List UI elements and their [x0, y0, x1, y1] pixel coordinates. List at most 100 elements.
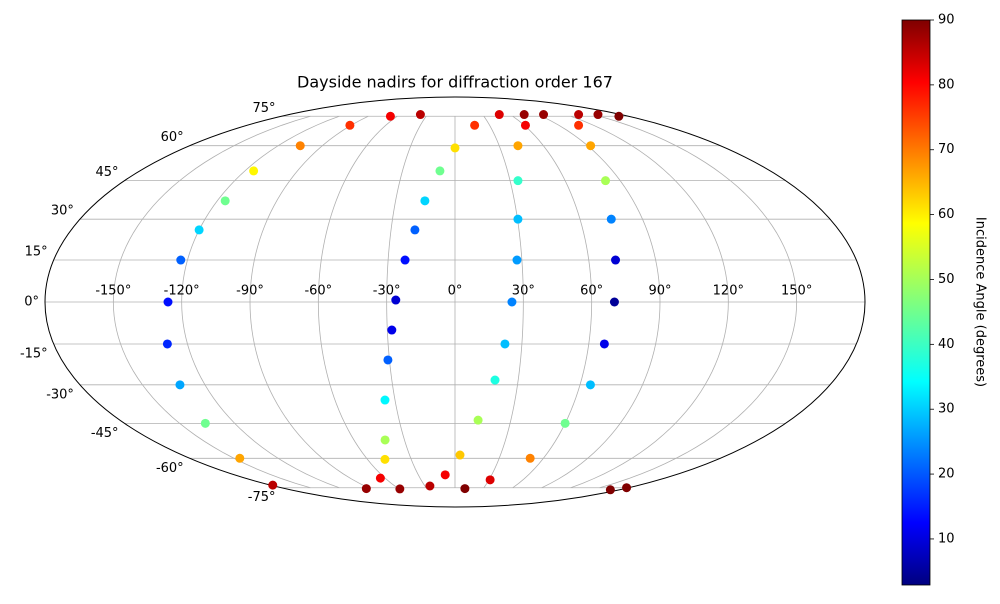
- point: [609, 297, 619, 307]
- point: [220, 196, 230, 206]
- labels: -75° -60° -45° -30° -15° 0° 15° 30° 45° 60° 75° -15…: [20, 101, 812, 505]
- points: [162, 110, 632, 495]
- point: [361, 484, 371, 494]
- grid-line: [181, 115, 340, 489]
- point: [400, 255, 410, 265]
- point: [500, 339, 510, 349]
- grid-line: [317, 115, 398, 489]
- grid-line: [599, 115, 798, 489]
- point: [485, 475, 495, 485]
- x-tick-label: -30°: [373, 284, 401, 299]
- point: [560, 418, 570, 428]
- point: [455, 450, 465, 460]
- point: [268, 480, 278, 490]
- point: [387, 325, 397, 335]
- point: [586, 141, 596, 151]
- grid-line: [483, 116, 524, 488]
- y-tick-label: -75°: [248, 490, 276, 505]
- point: [425, 481, 435, 491]
- grid-line: [541, 115, 661, 489]
- point: [380, 454, 390, 464]
- point: [494, 110, 504, 120]
- x-tick-label: -150°: [95, 284, 131, 299]
- x-tick-label: 60°: [580, 284, 603, 299]
- grid-line: [249, 115, 369, 489]
- point: [345, 120, 355, 130]
- point: [383, 355, 393, 365]
- grid-line: [112, 115, 311, 489]
- y-tick-label: -30°: [46, 387, 74, 402]
- point: [593, 110, 603, 120]
- colorbar-tick-label: 30: [938, 402, 955, 417]
- x-tick-label: -90°: [236, 284, 264, 299]
- x-tick-label: 30°: [512, 284, 535, 299]
- x-tick-label: 90°: [648, 284, 671, 299]
- point: [512, 255, 522, 265]
- point: [163, 297, 173, 307]
- y-tick-label: -15°: [20, 346, 48, 361]
- colorbar-tick-label: 60: [938, 207, 955, 222]
- x-tick-label: -60°: [304, 284, 332, 299]
- grid: [45, 115, 865, 489]
- point: [574, 110, 584, 120]
- point: [410, 225, 420, 235]
- point: [395, 484, 405, 494]
- point: [606, 214, 616, 224]
- y-tick-label: -60°: [156, 461, 184, 476]
- colorbar-label: Incidence Angle (degrees): [973, 217, 988, 387]
- point: [175, 380, 185, 390]
- point: [415, 110, 425, 120]
- map-frame: [44, 96, 866, 508]
- x-tick-label: 150°: [781, 284, 812, 299]
- y-tick-label: -45°: [91, 426, 119, 441]
- point: [574, 120, 584, 130]
- point: [539, 110, 549, 120]
- point: [162, 339, 172, 349]
- point: [295, 141, 305, 151]
- point: [513, 141, 523, 151]
- point: [380, 395, 390, 405]
- colorbar-axis: 10 20 30 40 50 60 70 80 90: [930, 13, 955, 546]
- point: [235, 453, 245, 463]
- colorbar-tick-label: 80: [938, 77, 955, 92]
- point: [460, 484, 470, 494]
- colorbar-tick-label: 50: [938, 272, 955, 287]
- colorbar-tick-label: 90: [938, 13, 955, 28]
- point: [611, 255, 621, 265]
- point: [249, 166, 259, 176]
- point: [513, 214, 523, 224]
- y-tick-label: 15°: [25, 245, 48, 260]
- point: [450, 143, 460, 153]
- point: [507, 297, 517, 307]
- colorbar: [901, 19, 931, 586]
- point: [601, 176, 611, 186]
- point: [440, 470, 450, 480]
- point: [470, 120, 480, 130]
- point: [385, 111, 395, 121]
- x-tick-label: 0°: [448, 284, 463, 299]
- point: [473, 415, 483, 425]
- y-tick-label: 45°: [96, 165, 119, 180]
- x-tick-label: -120°: [164, 284, 200, 299]
- colorbar-tick-label: 20: [938, 467, 955, 482]
- point: [176, 255, 186, 265]
- point: [420, 196, 430, 206]
- y-tick-label: 0°: [24, 295, 39, 310]
- point: [375, 473, 385, 483]
- grid-line: [570, 115, 729, 489]
- point: [380, 435, 390, 445]
- point: [435, 166, 445, 176]
- point: [391, 295, 401, 305]
- grid-line: [386, 116, 427, 488]
- y-tick-label: 75°: [252, 101, 275, 116]
- point: [200, 418, 210, 428]
- colorbar-tick-label: 40: [938, 337, 955, 352]
- point: [519, 110, 529, 120]
- y-tick-label: 60°: [161, 130, 184, 145]
- chart-title: Dayside nadirs for diffraction order 167: [297, 73, 613, 92]
- point: [194, 225, 204, 235]
- point: [599, 339, 609, 349]
- grid-line: [512, 115, 593, 489]
- colorbar-tick-label: 10: [938, 531, 955, 546]
